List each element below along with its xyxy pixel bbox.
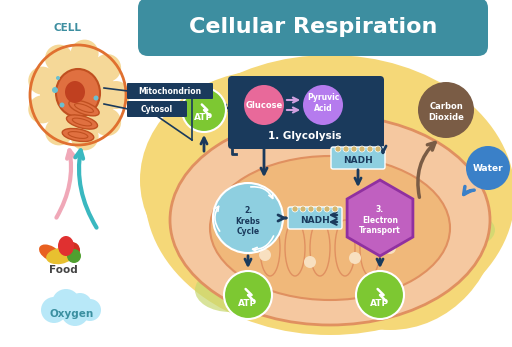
Circle shape <box>41 297 67 323</box>
Ellipse shape <box>39 245 61 262</box>
Circle shape <box>356 271 404 319</box>
Circle shape <box>45 45 73 73</box>
Text: ATP: ATP <box>239 299 258 308</box>
Ellipse shape <box>145 55 512 335</box>
FancyBboxPatch shape <box>288 207 342 229</box>
Circle shape <box>213 183 283 253</box>
Circle shape <box>384 242 396 254</box>
Circle shape <box>93 54 121 82</box>
Ellipse shape <box>378 250 442 290</box>
Ellipse shape <box>310 220 330 276</box>
Ellipse shape <box>360 220 380 276</box>
Circle shape <box>244 85 284 125</box>
Ellipse shape <box>46 248 74 264</box>
FancyBboxPatch shape <box>331 147 385 169</box>
Ellipse shape <box>65 81 85 103</box>
Ellipse shape <box>210 156 450 300</box>
FancyBboxPatch shape <box>228 76 384 149</box>
Circle shape <box>52 289 80 317</box>
Circle shape <box>64 242 80 258</box>
Text: Carbon
Dioxide: Carbon Dioxide <box>428 102 464 122</box>
Circle shape <box>349 252 361 264</box>
Circle shape <box>182 88 226 132</box>
Circle shape <box>324 206 330 212</box>
Text: Glucose: Glucose <box>245 101 283 110</box>
Circle shape <box>308 206 314 212</box>
Circle shape <box>351 146 357 152</box>
Circle shape <box>40 57 116 133</box>
Circle shape <box>224 271 272 319</box>
Circle shape <box>45 117 73 145</box>
Text: CELL: CELL <box>54 23 82 33</box>
Text: 2.
Krebs
Cycle: 2. Krebs Cycle <box>236 206 261 236</box>
Ellipse shape <box>435 212 495 248</box>
Circle shape <box>28 67 56 95</box>
Text: Oxygen: Oxygen <box>50 309 94 319</box>
FancyBboxPatch shape <box>127 101 187 117</box>
Text: Water: Water <box>473 163 503 172</box>
Ellipse shape <box>62 128 94 142</box>
Circle shape <box>304 256 316 268</box>
Circle shape <box>303 85 343 125</box>
Text: Food: Food <box>49 265 77 275</box>
Text: NADH: NADH <box>300 215 330 225</box>
Circle shape <box>28 95 56 124</box>
Ellipse shape <box>195 268 265 312</box>
Ellipse shape <box>335 220 355 276</box>
Text: ATP: ATP <box>371 299 390 308</box>
Circle shape <box>418 82 474 138</box>
Ellipse shape <box>56 69 100 117</box>
Circle shape <box>316 206 322 212</box>
Circle shape <box>79 299 101 321</box>
Polygon shape <box>347 180 413 256</box>
FancyBboxPatch shape <box>138 0 488 56</box>
Circle shape <box>52 87 58 93</box>
Circle shape <box>332 206 338 212</box>
Text: ATP: ATP <box>195 113 214 122</box>
Circle shape <box>343 146 349 152</box>
Circle shape <box>61 298 89 326</box>
Ellipse shape <box>285 220 305 276</box>
Text: Cellular Respiration: Cellular Respiration <box>189 17 437 37</box>
Circle shape <box>259 249 271 261</box>
Ellipse shape <box>69 100 99 116</box>
Circle shape <box>466 146 510 190</box>
Circle shape <box>335 146 341 152</box>
Ellipse shape <box>140 70 400 290</box>
Text: Mitochondrion: Mitochondrion <box>138 86 202 95</box>
Text: NADH: NADH <box>343 155 373 164</box>
Text: Cytosol: Cytosol <box>141 104 173 113</box>
Circle shape <box>56 76 60 80</box>
Ellipse shape <box>58 236 74 256</box>
Text: Pyruvic
Acid: Pyruvic Acid <box>307 93 339 113</box>
Circle shape <box>300 206 306 212</box>
Ellipse shape <box>170 115 490 325</box>
Circle shape <box>102 81 130 109</box>
Circle shape <box>94 95 98 101</box>
Circle shape <box>367 146 373 152</box>
FancyBboxPatch shape <box>127 83 213 99</box>
Circle shape <box>59 102 65 108</box>
Circle shape <box>67 249 81 263</box>
Circle shape <box>93 108 121 136</box>
Circle shape <box>71 40 99 68</box>
Text: 1. Glycolysis: 1. Glycolysis <box>268 131 342 141</box>
Circle shape <box>375 146 381 152</box>
Circle shape <box>68 293 92 317</box>
Circle shape <box>292 206 298 212</box>
Circle shape <box>359 146 365 152</box>
Ellipse shape <box>280 90 500 330</box>
Ellipse shape <box>260 220 280 276</box>
Circle shape <box>71 122 99 150</box>
Text: 3.
Electron
Transport: 3. Electron Transport <box>359 205 401 235</box>
Ellipse shape <box>67 115 97 129</box>
